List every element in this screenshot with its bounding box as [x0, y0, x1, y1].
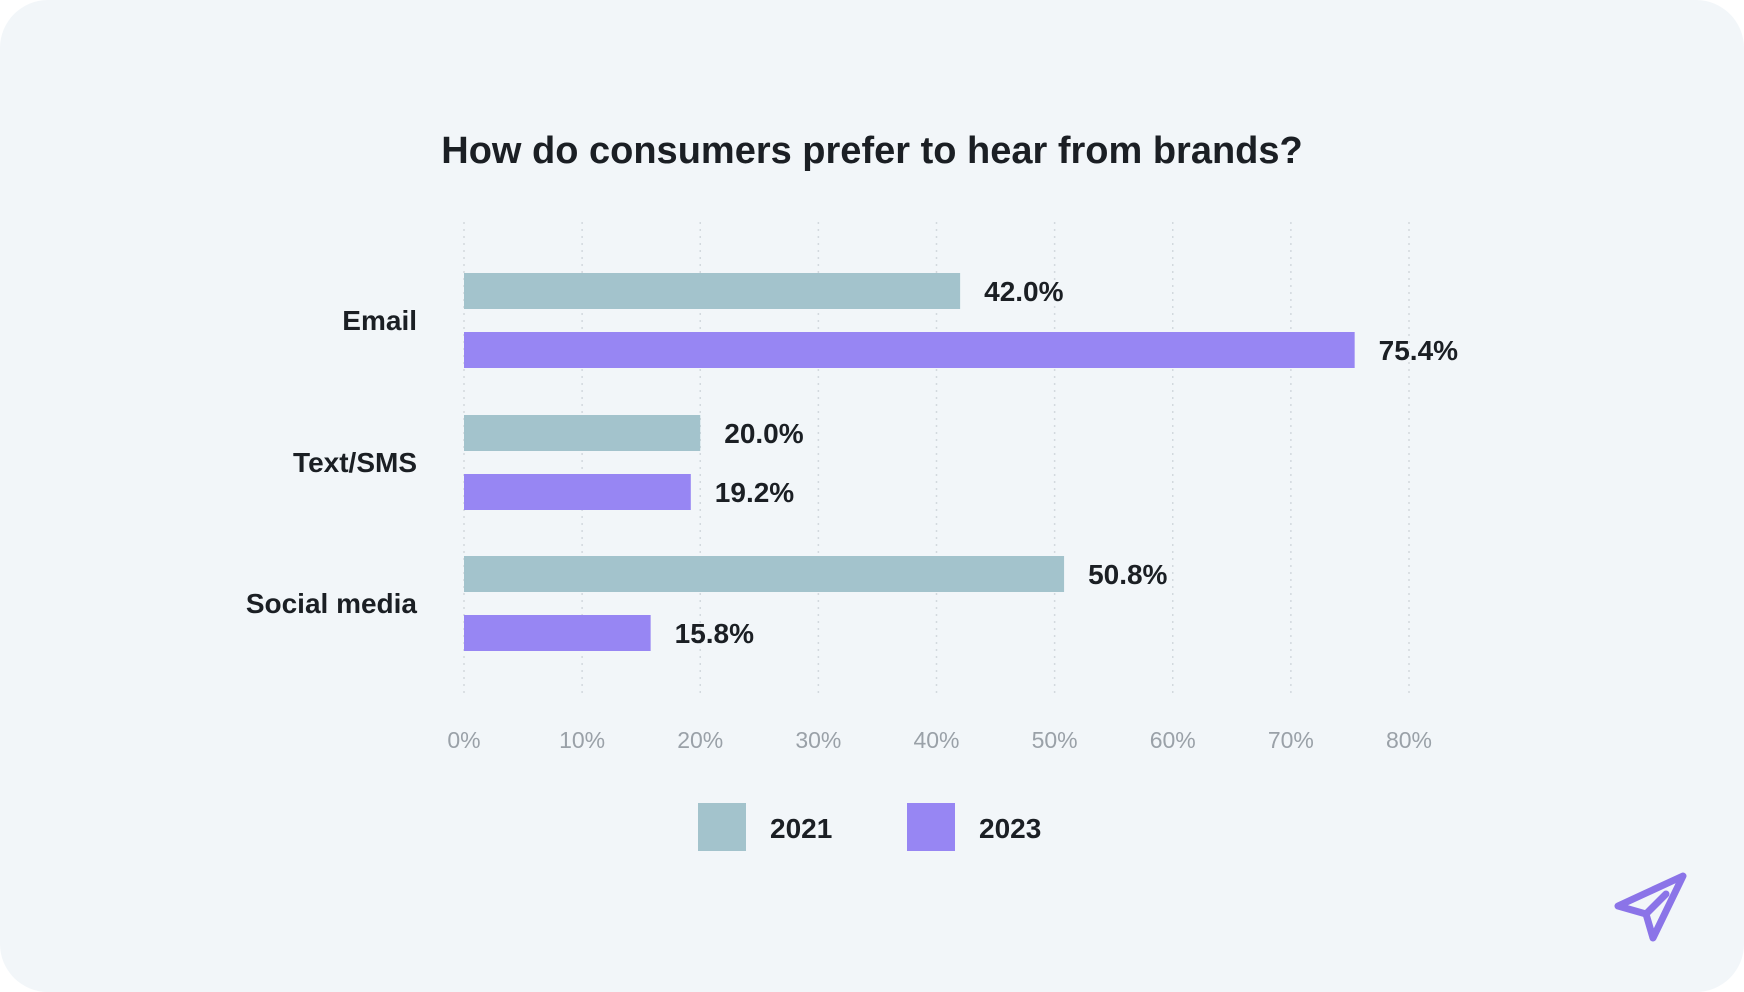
legend-swatch-2021	[698, 803, 746, 851]
x-tick-label: 60%	[1150, 727, 1196, 753]
bar-2023	[464, 332, 1355, 368]
bar-2021	[464, 415, 701, 451]
x-tick-label: 40%	[913, 727, 959, 753]
category-label: Social media	[246, 588, 418, 619]
legend-label: 2021	[770, 813, 832, 844]
data-label: 20.0%	[724, 418, 803, 449]
bar-2021	[464, 556, 1065, 592]
bar-2021	[464, 273, 961, 309]
x-tick-label: 50%	[1032, 727, 1078, 753]
paper-plane-icon	[1614, 872, 1687, 942]
legend-swatch-2023	[907, 803, 955, 851]
data-label: 19.2%	[715, 477, 794, 508]
data-label: 75.4%	[1379, 335, 1458, 366]
chart-title: How do consumers prefer to hear from bra…	[441, 130, 1303, 172]
legend-label: 2023	[979, 813, 1041, 844]
data-label: 15.8%	[675, 618, 754, 649]
x-tick-label: 70%	[1268, 727, 1314, 753]
x-tick-label: 30%	[795, 727, 841, 753]
x-tick-label: 10%	[559, 727, 605, 753]
data-label: 50.8%	[1088, 559, 1167, 590]
bar-2023	[464, 474, 691, 510]
category-label: Text/SMS	[293, 447, 417, 478]
x-tick-label: 80%	[1386, 727, 1432, 753]
data-label: 42.0%	[984, 276, 1063, 307]
category-label: Email	[342, 305, 417, 336]
x-tick-label: 0%	[447, 727, 480, 753]
x-tick-label: 20%	[677, 727, 723, 753]
bar-2023	[464, 615, 651, 651]
